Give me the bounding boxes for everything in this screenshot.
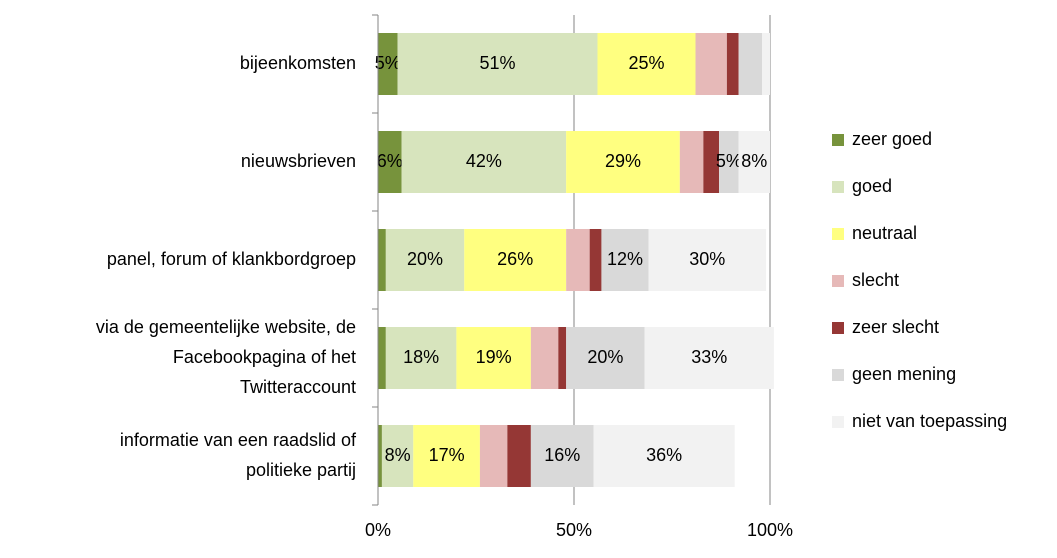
legend-label: niet van toepassing	[852, 411, 1007, 431]
legend-label: zeer slecht	[852, 317, 939, 337]
data-label: 8%	[741, 151, 767, 171]
bar-segment	[566, 229, 590, 291]
legend-swatch	[832, 322, 844, 334]
data-label: 6%	[377, 151, 403, 171]
bar-segment	[507, 425, 531, 487]
data-label: 20%	[407, 249, 443, 269]
bar-segment	[479, 425, 508, 487]
data-label: 12%	[607, 249, 643, 269]
legend-swatch	[832, 416, 844, 428]
legend-swatch	[832, 275, 844, 287]
bar-segment	[648, 229, 767, 291]
data-label: 42%	[466, 151, 502, 171]
bar-segment	[719, 131, 739, 193]
bar-segment	[530, 425, 594, 487]
bar-segment	[378, 425, 382, 487]
data-label: 36%	[646, 445, 682, 465]
bar-segment	[385, 229, 465, 291]
bar-segment	[644, 327, 774, 389]
y-tick-label: Twitteraccount	[240, 377, 356, 397]
data-label: 5%	[375, 53, 401, 73]
legend-swatch	[832, 369, 844, 381]
y-tick-label: informatie van een raadslid of	[120, 430, 357, 450]
y-tick-label: nieuwsbrieven	[241, 151, 356, 171]
bar-segment	[695, 33, 727, 95]
bar-segment	[738, 131, 770, 193]
bar-segment	[558, 327, 567, 389]
bar-segment	[385, 327, 457, 389]
bar-segment	[378, 131, 402, 193]
data-label: 8%	[385, 445, 411, 465]
legend-swatch	[832, 181, 844, 193]
legend-label: zeer goed	[852, 129, 932, 149]
bar-segment	[566, 131, 680, 193]
bar-segment	[401, 131, 567, 193]
legend-label: slecht	[852, 270, 899, 290]
bar-segment	[530, 327, 559, 389]
y-tick-label: Facebookpagina of het	[173, 347, 356, 367]
y-tick-label: via de gemeentelijke website, de	[96, 317, 356, 337]
legend-label: goed	[852, 176, 892, 196]
y-tick-label: bijeenkomsten	[240, 53, 356, 73]
data-label: 20%	[587, 347, 623, 367]
bar-segment	[381, 425, 414, 487]
x-tick-label: 100%	[747, 520, 793, 540]
legend-swatch	[832, 228, 844, 240]
x-tick-label: 50%	[556, 520, 592, 540]
bar-segment	[456, 327, 531, 389]
bar-segment	[738, 33, 763, 95]
data-label: 30%	[689, 249, 725, 269]
y-tick-label: panel, forum of klankbordgroep	[107, 249, 356, 269]
data-label: 17%	[429, 445, 465, 465]
bar-segment	[601, 229, 649, 291]
bar-segment	[726, 33, 739, 95]
data-label: 18%	[403, 347, 439, 367]
bar-segment	[397, 33, 598, 95]
data-label: 26%	[497, 249, 533, 269]
bar-segment	[589, 229, 602, 291]
bar-segment	[597, 33, 696, 95]
bar-segment	[703, 131, 720, 193]
bar-segment	[762, 33, 770, 95]
data-label: 16%	[544, 445, 580, 465]
data-label: 19%	[476, 347, 512, 367]
x-tick-label: 0%	[365, 520, 391, 540]
bar-segment	[378, 229, 386, 291]
data-label: 5%	[716, 151, 742, 171]
bar-segment	[464, 229, 567, 291]
bar-segment	[679, 131, 704, 193]
legend-label: geen mening	[852, 364, 956, 384]
bar-segment	[413, 425, 480, 487]
data-label: 33%	[691, 347, 727, 367]
y-tick-label: politieke partij	[246, 460, 356, 480]
legend-label: neutraal	[852, 223, 917, 243]
data-label: 51%	[480, 53, 516, 73]
bar-segment	[593, 425, 735, 487]
data-label: 29%	[605, 151, 641, 171]
bar-segment	[566, 327, 645, 389]
bar-segment	[378, 327, 386, 389]
data-label: 25%	[629, 53, 665, 73]
bar-segment	[378, 33, 398, 95]
legend-swatch	[832, 134, 844, 146]
